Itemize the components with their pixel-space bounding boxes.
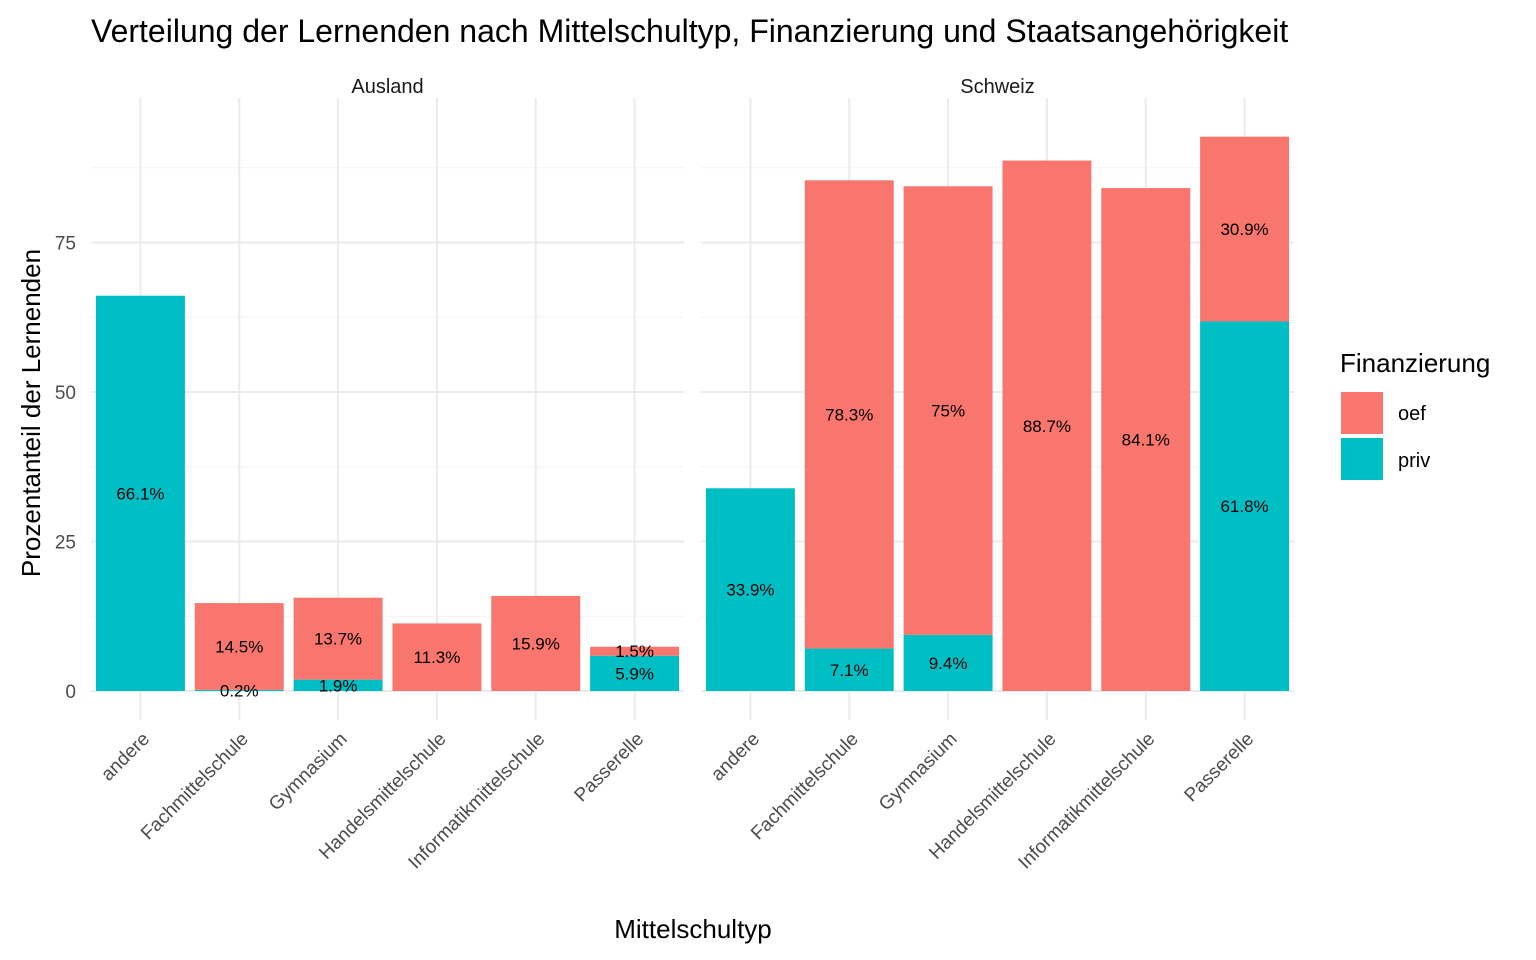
bar-label-oef-schweiz-handelsmittelschule: 88.7% — [1023, 417, 1071, 436]
bar-oef-ausland-gymnasium — [293, 597, 383, 680]
facet-panel-schweiz: Schweiz 33.9% 7.1% 78.3% 9.4% 75% 88.7% 84.1% 61… — [701, 76, 1294, 873]
legend: Finanzierung oef priv — [1340, 348, 1490, 480]
bar-priv-schweiz-andere — [705, 488, 795, 691]
bar-oef-schweiz-handelsmittelschule — [1002, 160, 1092, 692]
bar-oef-schweiz-gymnasium — [903, 186, 993, 635]
bar-priv-schweiz-gymnasium — [903, 634, 993, 691]
x-tick-schweiz-fachmittelschule: Fachmittelschule — [747, 729, 863, 845]
bar-label-priv-ausland-andere: 66.1% — [116, 484, 164, 503]
bar-label-oef-ausland-fachmittelschule: 14.5% — [215, 637, 263, 656]
bar-oef-schweiz-fachmittelschule — [804, 180, 894, 649]
bar-label-priv-schweiz-fachmittelschule: 7.1% — [830, 661, 869, 680]
x-tick-ausland-passerelle: Passerelle — [571, 729, 649, 807]
chart-title: Verteilung der Lernenden nach Mittelschu… — [91, 13, 1288, 49]
x-tick-schweiz-andere: andere — [707, 729, 764, 786]
legend-title: Finanzierung — [1340, 348, 1490, 378]
bar-label-priv-schweiz-andere: 33.9% — [726, 581, 774, 600]
y-tick-75: 75 — [55, 234, 76, 255]
bar-label-priv-ausland-gymnasium: 1.9% — [319, 676, 358, 695]
facet-panel-ausland: Ausland 66.1% 0.2% 14.5% 1.9% 13.7% 11.3% 15.9%… — [91, 76, 684, 873]
bar-label-oef-ausland-gymnasium: 13.7% — [314, 630, 362, 649]
bar-label-oef-ausland-handelsmittelschule: 11.3% — [413, 648, 460, 667]
bar-label-oef-schweiz-informatikmittelschule: 84.1% — [1122, 431, 1170, 450]
x-tick-ausland-andere: andere — [97, 729, 154, 786]
bar-oef-ausland-passerelle — [590, 646, 680, 656]
x-tick-schweiz-gymnasium: Gymnasium — [875, 729, 962, 816]
y-tick-50: 50 — [55, 383, 76, 404]
bar-priv-ausland-gymnasium — [293, 679, 383, 691]
y-tick-25: 25 — [55, 533, 76, 554]
bar-priv-schweiz-fachmittelschule — [804, 648, 894, 691]
x-tick-schweiz-passerelle: Passerelle — [1181, 729, 1259, 807]
legend-label-priv: priv — [1398, 450, 1430, 472]
legend-swatch-priv — [1341, 438, 1383, 480]
bar-label-oef-ausland-passerelle: 1.5% — [615, 642, 654, 661]
bar-label-priv-schweiz-passerelle: 61.8% — [1220, 497, 1268, 516]
y-tick-0: 0 — [65, 682, 76, 703]
bar-label-oef-schweiz-fachmittelschule: 78.3% — [825, 405, 873, 424]
bar-label-oef-schweiz-gymnasium: 75% — [931, 402, 965, 421]
facet-panels: Ausland 66.1% 0.2% 14.5% 1.9% 13.7% 11.3% 15.9%… — [55, 76, 1294, 873]
facet-label-ausland: Ausland — [351, 76, 423, 98]
bar-priv-ausland-passerelle — [590, 655, 680, 691]
bar-oef-ausland-handelsmittelschule — [392, 623, 482, 691]
bar-oef-schweiz-passerelle — [1200, 136, 1290, 322]
y-axis-title: Prozentanteil der Lernenden — [16, 249, 46, 577]
x-tick-ausland-gymnasium: Gymnasium — [265, 729, 352, 816]
bar-oef-ausland-informatikmittelschule — [491, 595, 581, 691]
bar-oef-schweiz-informatikmittelschule — [1101, 188, 1191, 691]
bar-label-priv-schweiz-gymnasium: 9.4% — [929, 654, 968, 673]
bar-oef-ausland-fachmittelschule — [194, 603, 284, 690]
facet-label-schweiz: Schweiz — [960, 76, 1034, 98]
legend-label-oef: oef — [1398, 403, 1426, 425]
bar-label-oef-ausland-informatikmittelschule: 15.9% — [512, 634, 560, 653]
bar-label-priv-ausland-fachmittelschule: 0.2% — [220, 681, 259, 700]
x-axis-title: Mittelschultyp — [614, 914, 772, 944]
legend-swatch-oef — [1341, 392, 1383, 434]
bar-label-oef-schweiz-passerelle: 30.9% — [1220, 220, 1268, 239]
x-tick-ausland-fachmittelschule: Fachmittelschule — [137, 729, 253, 845]
bar-label-priv-ausland-passerelle: 5.9% — [615, 664, 654, 683]
bar-priv-schweiz-passerelle — [1200, 321, 1290, 691]
bar-priv-ausland-fachmittelschule — [194, 689, 284, 691]
bar-priv-ausland-andere — [95, 295, 185, 691]
